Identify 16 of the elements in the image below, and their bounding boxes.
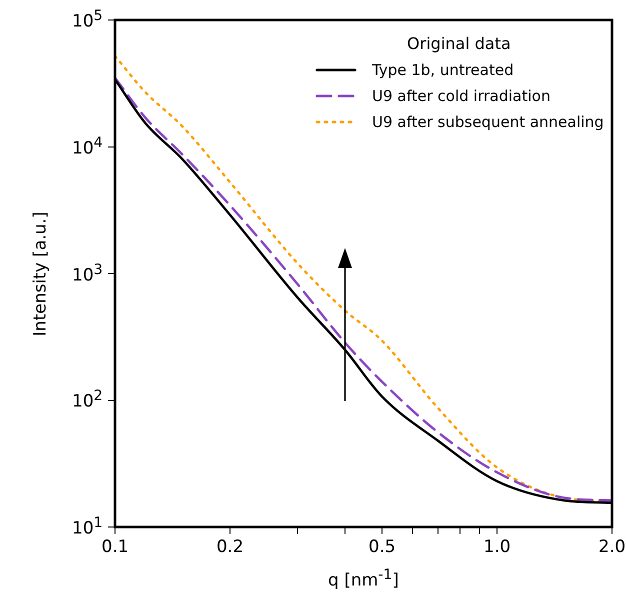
- legend-label: U9 after subsequent annealing: [372, 113, 604, 131]
- x-tick-label: 0.2: [216, 537, 244, 557]
- x-tick-label: 0.5: [368, 537, 396, 557]
- x-tick-label: 1.0: [484, 537, 511, 557]
- y-axis-title: Intensity [a.u.]: [30, 211, 50, 336]
- legend-title: Original data: [406, 34, 512, 53]
- legend-label: Type 1b, untreated: [372, 61, 514, 79]
- legend-label: U9 after cold irradiation: [372, 87, 550, 105]
- x-tick-label: 2.0: [598, 537, 626, 557]
- y-tick-label: 10$^{4}$: [72, 134, 103, 158]
- y-tick-label: 10$^{1}$: [72, 515, 103, 539]
- x-tick-label: 0.1: [102, 537, 129, 557]
- y-tick-label: 10$^{3}$: [72, 262, 103, 286]
- y-tick-label: 10$^{2}$: [72, 388, 103, 412]
- x-axis-title: q [nm$^{-1}$]: [328, 567, 399, 591]
- y-tick-label: 10$^{5}$: [72, 8, 103, 32]
